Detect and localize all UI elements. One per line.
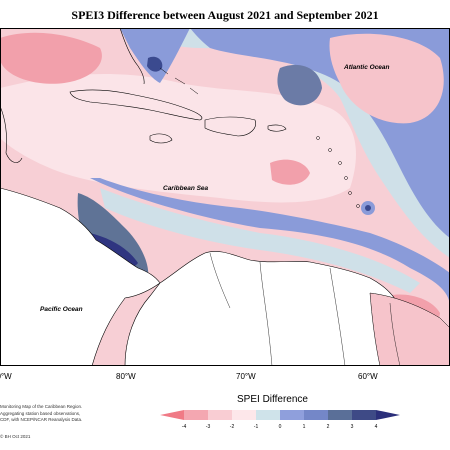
legend-tick-label: -1 [253,424,259,430]
country-borders [209,252,401,366]
legend-tick-label: 4 [374,424,378,430]
land-yucatan [0,105,23,163]
lon-tick-60w: 60°W [358,372,378,381]
land-south-america [124,251,431,366]
legend-tick-label: 1 [302,424,306,430]
red-patch-center [270,159,310,185]
blue-band-south [90,178,450,308]
slate-patch-atlantic [277,64,322,106]
label-caribbean-sea: Caribbean Sea [163,185,209,192]
copyright-text: © BH Oct 2021 [0,434,31,439]
island-hispaniola [204,116,256,137]
legend-cell [232,410,256,420]
label-pacific-ocean: Pacific Ocean [40,306,83,313]
island-cuba [69,89,203,121]
legend-cell [184,410,208,420]
legend-tick-label: 0 [278,424,282,430]
pink-region-guianas [369,292,450,366]
legend-cell [352,410,376,420]
legend-cell [376,410,400,420]
light-blue-band-south [100,188,420,293]
spei-map [0,28,450,366]
legend-tick-label: 2 [326,424,330,430]
credit-line-1: Monitoring Map of the Caribbean Region. [0,404,83,409]
legend-tick-label: -2 [229,424,235,430]
land-florida [119,28,145,85]
legend-cell [256,410,280,420]
lon-tick-70w: 70°W [236,372,256,381]
island-jamaica [149,133,173,144]
navy-dot-east [365,205,371,211]
blue-region-florida [120,28,190,83]
label-atlantic-ocean: Atlantic Ocean [344,64,390,71]
light-pink-region [0,73,356,203]
credit-line-3: CDF, with NCEP/NCAR Reanalysis Data. [0,417,83,422]
credit-line-2: Aggregating station based observations, [0,410,81,416]
legend-cell [280,410,304,420]
legend-tick-label: -4 [181,424,187,430]
red-patch-west [0,32,102,84]
bahamas [159,67,199,95]
legend-cell [328,410,352,420]
navy-patch-florida [147,56,163,72]
legend-cell [160,410,184,420]
lesser-antilles [316,136,360,208]
legend-colorbar [160,410,400,420]
legend-tick-label: 3 [350,424,354,430]
atlantic-pink-blob [329,33,444,124]
land-central-america [0,187,161,366]
legend-cell [304,410,328,420]
legend-tick-label: -3 [205,424,211,430]
lon-tick-90w: 90°W [0,372,12,381]
lon-tick-80w: 80°W [116,372,136,381]
credit-text: Monitoring Map of the Caribbean Region. … [0,404,82,424]
legend-title: SPEI Difference [237,394,308,405]
island-puerto-rico [267,124,287,132]
legend-cell [208,410,232,420]
figure-title: SPEI3 Difference between August 2021 and… [71,8,379,22]
